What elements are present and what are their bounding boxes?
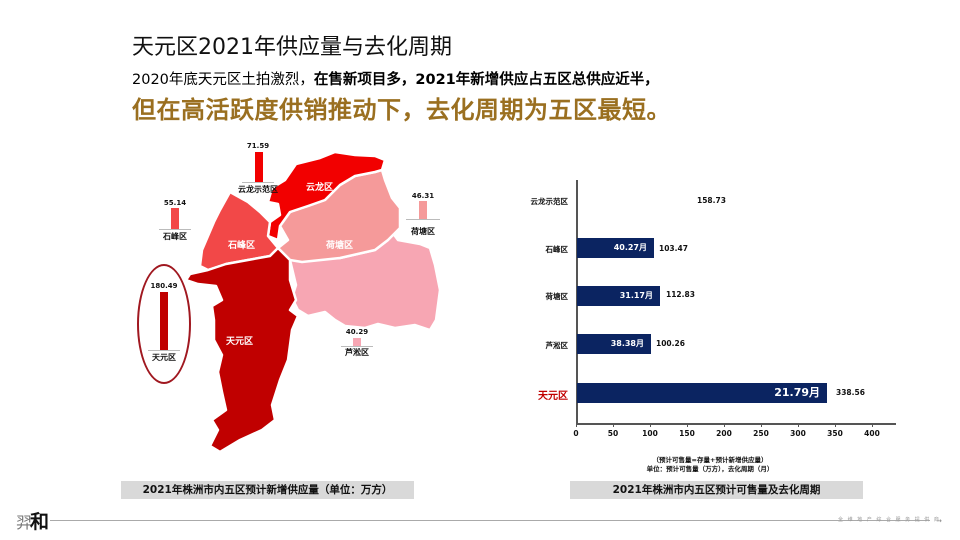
footer-tagline: 全 维 地 产 综 合 服 务 提 供 商 — [838, 517, 941, 523]
minibar-name: 芦淞区 — [345, 348, 369, 357]
x-axis — [576, 423, 896, 425]
arrow-right-icon: → — [936, 517, 942, 525]
map-shapes — [184, 150, 442, 454]
category-label: 石峰区 — [545, 245, 569, 254]
x-tick-label: 200 — [716, 429, 732, 438]
bar: 38.38月 — [577, 334, 651, 354]
region-yunlong — [266, 150, 387, 242]
x-tick — [650, 423, 651, 427]
minibar-baseline — [242, 182, 274, 183]
highlight-ellipse — [137, 264, 191, 384]
x-tick — [687, 423, 688, 427]
minibar-lusong: 40.29 芦淞区 — [327, 326, 387, 362]
minibar-baseline — [148, 350, 180, 351]
category-label: 芦淞区 — [545, 341, 569, 350]
x-tick-label: 50 — [607, 429, 619, 438]
chart-note-formula: （预计可售量=存量+预计新增供应量） — [652, 456, 768, 464]
x-tick-label: 400 — [864, 429, 880, 438]
minibar-bar — [255, 152, 263, 182]
bar: 21.79月 — [577, 383, 827, 403]
x-tick-label: 0 — [573, 429, 579, 438]
bar-value: 338.56 — [836, 388, 865, 397]
chart-caption: 2021年株洲市内五区预计可售量及去化周期 — [570, 481, 863, 499]
logo-light-char: 羿 — [16, 513, 33, 532]
minibar-tianyuan: 180.49 天元区 — [134, 280, 194, 370]
region-label-yunlong: 云龙区 — [306, 183, 334, 193]
region-label-tianyuan: 天元区 — [226, 337, 254, 347]
region-label-hetang: 荷塘区 — [326, 241, 354, 251]
minibar-baseline — [159, 229, 191, 230]
district-map: 云龙区 石峰区 荷塘区 天元区 — [130, 140, 470, 470]
x-tick — [576, 423, 577, 427]
x-tick-label: 350 — [827, 429, 843, 438]
minibar-name: 石峰区 — [163, 232, 187, 241]
minibar-value: 40.29 — [345, 328, 369, 336]
x-tick — [613, 423, 614, 427]
minibar-hetang: 46.31 荷塘区 — [393, 190, 453, 242]
minibar-bar — [160, 292, 168, 350]
brand-logo: 羿和 — [16, 507, 49, 534]
minibar-name: 云龙示范区 — [238, 185, 278, 194]
bar-value: 103.47 — [659, 244, 688, 253]
minibar-baseline — [341, 346, 373, 347]
minibar-value: 180.49 — [150, 282, 178, 290]
bar-value: 100.26 — [656, 339, 685, 348]
minibar-baseline — [406, 219, 440, 220]
x-tick — [761, 423, 762, 427]
minibar-value: 46.31 — [411, 192, 435, 200]
bar-value: 112.83 — [666, 290, 695, 299]
minibar-name: 天元区 — [152, 353, 176, 362]
category-label-highlight: 天元区 — [538, 391, 568, 402]
category-label: 云龙示范区 — [530, 197, 569, 206]
x-tick-label: 100 — [642, 429, 658, 438]
minibar-name: 荷塘区 — [411, 227, 435, 236]
x-tick — [798, 423, 799, 427]
minibar-yunlong: 71.59 云龙示范区 — [228, 140, 288, 196]
x-tick — [872, 423, 873, 427]
subtitle-line-2: 但在高活跃度供销推动下，去化周期为五区最短。 — [132, 96, 671, 124]
region-label-shifeng: 石峰区 — [228, 241, 256, 251]
subtitle-line-1: 2020年底天元区土拍激烈，在售新项目多，2021年新增供应占五区总供应近半， — [132, 70, 659, 90]
bar: 40.27月 — [577, 238, 654, 258]
region-tianyuan — [184, 246, 300, 454]
logo-strong-char: 和 — [30, 511, 50, 533]
x-tick-label: 300 — [790, 429, 806, 438]
x-tick-label: 250 — [753, 429, 769, 438]
bar-value: 158.73 — [697, 196, 726, 205]
x-tick — [835, 423, 836, 427]
chart-note-units: 单位：预计可售量（万方），去化周期（月） — [646, 465, 774, 473]
minibar-bar — [419, 201, 427, 219]
x-tick-label: 150 — [679, 429, 695, 438]
footer-divider — [50, 520, 930, 521]
category-label: 荷塘区 — [545, 292, 569, 301]
subtitle-bold: 在售新项目多，2021年新增供应占五区总供应近半， — [313, 72, 659, 88]
bar: 31.17月 — [577, 286, 660, 306]
map-caption: 2021年株洲市内五区预计新增供应量（单位：万方） — [121, 481, 414, 499]
minibar-bar — [353, 338, 361, 346]
minibar-shifeng: 55.14 石峰区 — [145, 197, 205, 243]
minibar-value: 55.14 — [163, 199, 187, 207]
x-tick — [724, 423, 725, 427]
minibar-value: 71.59 — [246, 142, 270, 150]
minibar-bar — [171, 208, 179, 229]
subtitle-normal: 2020年底天元区土拍激烈， — [132, 72, 314, 88]
y-axis — [576, 180, 578, 423]
page-title: 天元区2021年供应量与去化周期 — [132, 35, 452, 60]
sales-cycle-chart: 云龙示范区 158.73 石峰区 40.27月 103.47 荷塘区 31.17… — [510, 180, 900, 440]
